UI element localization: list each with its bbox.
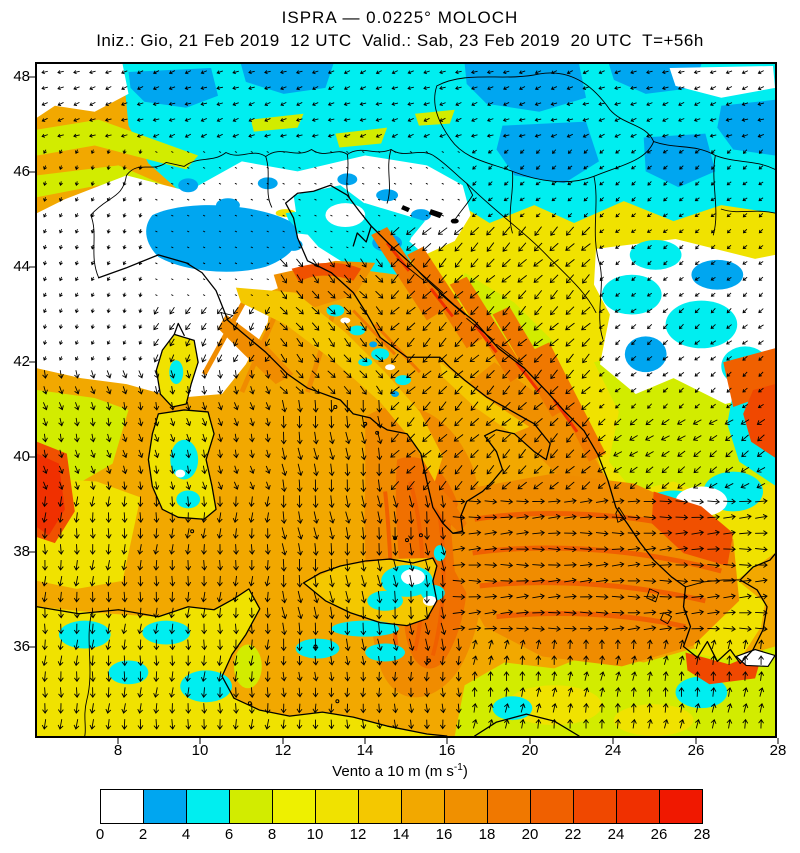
lat-tick-label: 48 bbox=[13, 68, 30, 85]
lon-tick-label: 28 bbox=[769, 742, 787, 759]
colorbar-tick-label: 24 bbox=[607, 826, 625, 843]
colorbar-tick-label: 10 bbox=[306, 826, 324, 843]
lon-tick-label: 24 bbox=[604, 742, 622, 759]
lon-tick-label: 26 bbox=[687, 742, 705, 759]
colorbar-cell bbox=[187, 790, 230, 823]
plot-subtitle: Iniz.: Gio, 21 Feb 2019 12 UTC Valid.: S… bbox=[96, 31, 704, 50]
colorbar-tick-label: 22 bbox=[564, 826, 582, 843]
colorbar-cell bbox=[230, 790, 273, 823]
map-frame bbox=[35, 62, 777, 738]
colorbar-tick-label: 18 bbox=[478, 826, 496, 843]
colorbar-tick-label: 8 bbox=[267, 826, 277, 843]
colorbar-tick-label: 16 bbox=[435, 826, 453, 843]
colorbar bbox=[100, 789, 703, 824]
colorbar-cell bbox=[660, 790, 702, 823]
lakes bbox=[401, 205, 459, 224]
colorbar-cell bbox=[531, 790, 574, 823]
lon-tick-label: 10 bbox=[191, 742, 209, 759]
lon-tick-label: 14 bbox=[356, 742, 374, 759]
lon-tick-label: 16 bbox=[438, 742, 456, 759]
colorbar-tick-label: 0 bbox=[95, 826, 105, 843]
colorbar-tick-label: 4 bbox=[181, 826, 191, 843]
colorbar-cell bbox=[574, 790, 617, 823]
lat-tick-label: 42 bbox=[13, 353, 30, 370]
wind-speed-field bbox=[37, 64, 775, 736]
colorbar-tick-label: 28 bbox=[693, 826, 711, 843]
colorbar-tick-label: 26 bbox=[650, 826, 668, 843]
colorbar-cell bbox=[101, 790, 144, 823]
colorbar-cell bbox=[359, 790, 402, 823]
colorbar-cell bbox=[488, 790, 531, 823]
colorbar-tick-label: 12 bbox=[349, 826, 367, 843]
lat-tick-label: 36 bbox=[13, 638, 30, 655]
lon-tick-label: 12 bbox=[274, 742, 292, 759]
colorbar-cell bbox=[273, 790, 316, 823]
colorbar-title: Vento a 10 m (m s-1) bbox=[0, 762, 800, 780]
lat-tick-label: 44 bbox=[13, 258, 30, 275]
lat-tick-label: 38 bbox=[13, 543, 30, 560]
lat-tick-label: 40 bbox=[13, 448, 30, 465]
wind-vector-arrows bbox=[41, 70, 768, 730]
colorbar-tick-label: 14 bbox=[392, 826, 410, 843]
colorbar-cell bbox=[144, 790, 187, 823]
colorbar-title-text: Vento a 10 m (m s bbox=[332, 763, 454, 780]
colorbar-title-close: ) bbox=[462, 763, 468, 780]
colorbar-cell bbox=[402, 790, 445, 823]
lon-tick-label: 20 bbox=[521, 742, 539, 759]
colorbar-cell bbox=[445, 790, 488, 823]
colorbar-tick-label: 6 bbox=[224, 826, 234, 843]
colorbar-cell bbox=[617, 790, 660, 823]
coastlines bbox=[37, 72, 775, 736]
colorbar-tick-label: 2 bbox=[138, 826, 148, 843]
lat-tick-label: 46 bbox=[13, 163, 30, 180]
colorbar-cell bbox=[316, 790, 359, 823]
wind-map bbox=[37, 64, 775, 736]
colorbar-title-exponent: -1 bbox=[453, 762, 463, 773]
lon-tick-label: 8 bbox=[113, 742, 123, 759]
plot-title: ISPRA — 0.0225° MOLOCH bbox=[281, 8, 519, 27]
colorbar-tick-label: 20 bbox=[521, 826, 539, 843]
